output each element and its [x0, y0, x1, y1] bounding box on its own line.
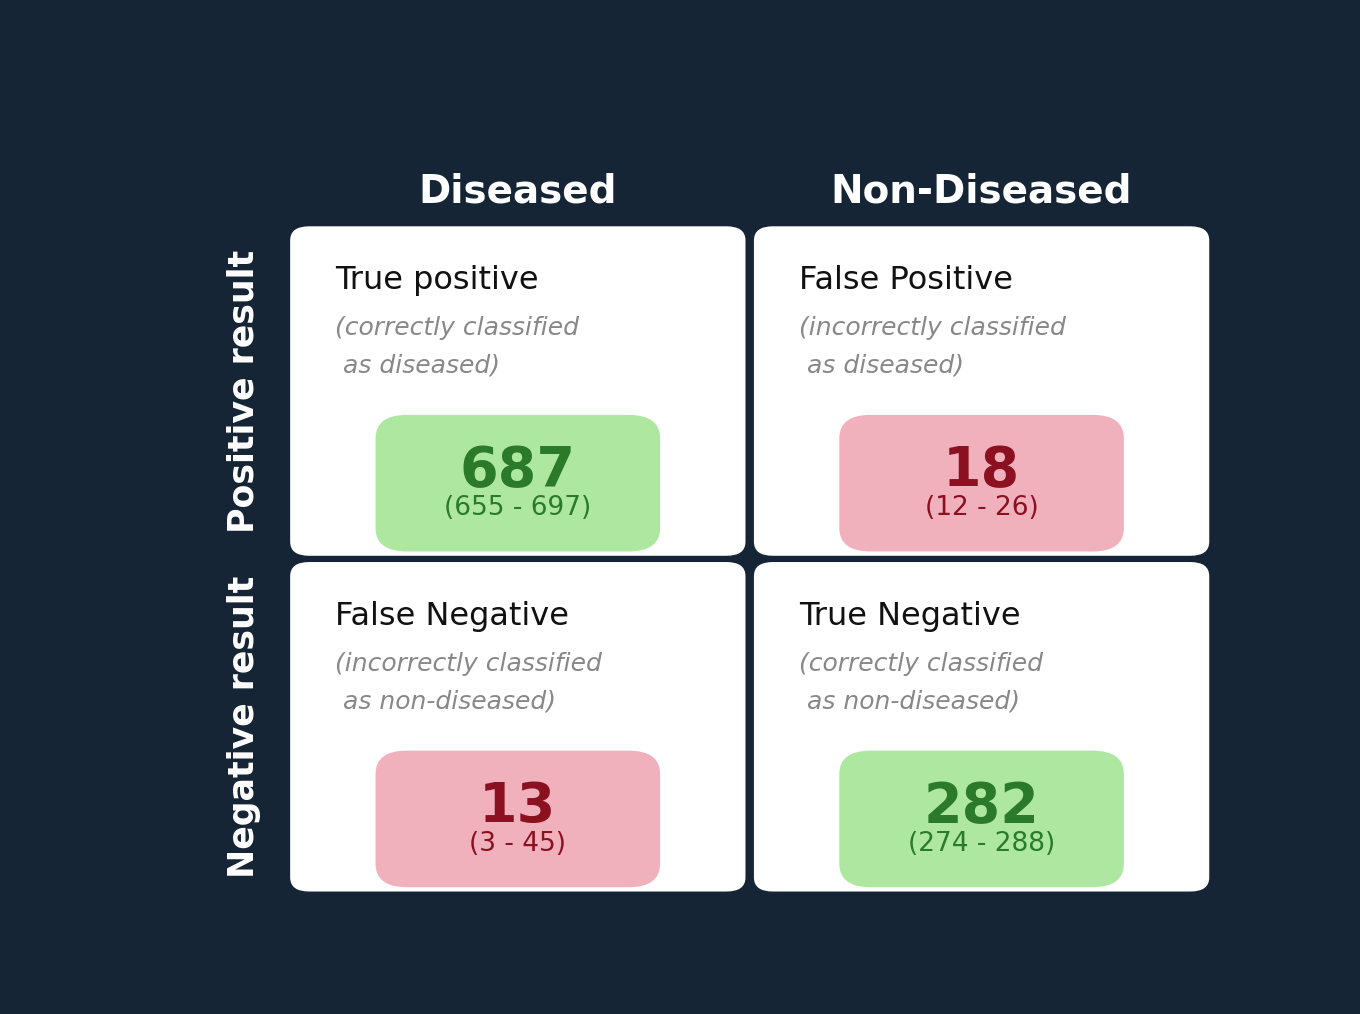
Text: (3 - 45): (3 - 45)	[469, 831, 566, 857]
Text: 18: 18	[942, 444, 1020, 499]
Text: Diseased: Diseased	[419, 173, 617, 211]
Text: False Negative: False Negative	[336, 601, 570, 632]
FancyBboxPatch shape	[839, 415, 1123, 552]
Text: Positive result: Positive result	[227, 249, 261, 532]
Text: Non-Diseased: Non-Diseased	[831, 173, 1133, 211]
Text: 687: 687	[460, 444, 575, 499]
Text: True positive: True positive	[336, 266, 539, 296]
Text: (655 - 697): (655 - 697)	[445, 495, 592, 521]
Text: (correctly classified: (correctly classified	[336, 315, 579, 340]
Text: (incorrectly classified: (incorrectly classified	[800, 315, 1066, 340]
FancyBboxPatch shape	[290, 562, 745, 891]
Text: (correctly classified: (correctly classified	[800, 652, 1043, 675]
Text: False Positive: False Positive	[800, 266, 1013, 296]
FancyBboxPatch shape	[753, 226, 1209, 556]
Text: as non-diseased): as non-diseased)	[336, 690, 556, 713]
Text: (12 - 26): (12 - 26)	[925, 495, 1039, 521]
FancyBboxPatch shape	[839, 750, 1123, 887]
Text: Negative result: Negative result	[227, 576, 261, 878]
Text: 13: 13	[479, 780, 556, 835]
FancyBboxPatch shape	[290, 226, 745, 556]
Text: as non-diseased): as non-diseased)	[800, 690, 1020, 713]
FancyBboxPatch shape	[375, 750, 660, 887]
Text: as diseased): as diseased)	[336, 353, 500, 377]
Text: as diseased): as diseased)	[800, 353, 964, 377]
Text: True Negative: True Negative	[800, 601, 1021, 632]
Text: (incorrectly classified: (incorrectly classified	[336, 652, 602, 675]
Text: (274 - 288): (274 - 288)	[908, 831, 1055, 857]
Text: 282: 282	[923, 780, 1039, 835]
FancyBboxPatch shape	[375, 415, 660, 552]
FancyBboxPatch shape	[753, 562, 1209, 891]
